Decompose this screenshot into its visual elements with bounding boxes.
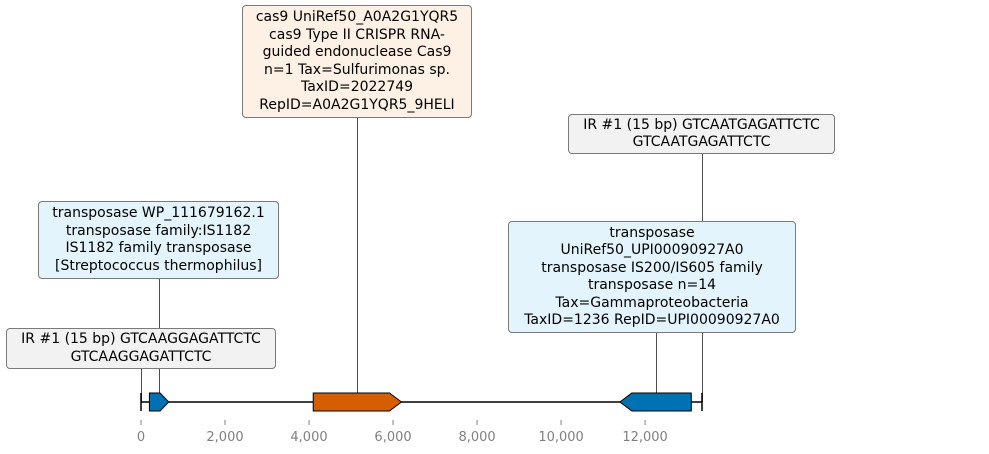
x-axis: 0 2,000 4,000 6,000 8,000 10,000 12,000 [137,420,668,445]
transposase-left-label-line: transposase family:IS1182 [65,222,252,239]
ir-right-label-line: IR #1 (15 bp) GTCAATGAGATTCTC [583,116,820,133]
transposase-right-label-line: TaxID=1236 RepID=UPI00090927A0 [524,312,780,328]
cas9-label-line: cas9 UniRef50_A0A2G1YQR5 [255,9,459,25]
feature-arrow-cas9 [312,392,403,412]
inverted-repeat-left-label: IR #1 (15 bp) GTCAAGGAGATTCTC GTCAAGGAGA… [6,328,276,369]
cas9-label-line: RepID=A0A2G1YQR5_9HELI [259,96,455,113]
cas9-label-line: guided endonuclease Cas9 [262,44,452,60]
transposase-left-label-line: [Streptococcus thermophilus] [55,257,262,274]
feature-arrow-transposase-large [619,392,692,412]
transposase-left-label-line: transposase WP_111679162.1 [52,205,265,221]
cas9-label-line: cas9 Type II CRISPR RNA- [269,26,445,43]
x-tick-label: 6,000 [374,430,411,445]
ir-left-label-line: IR #1 (15 bp) GTCAAGGAGATTCTC [21,331,261,347]
inverted-repeat-right-label: IR #1 (15 bp) GTCAATGAGATTCTC GTCAATGAGA… [568,114,835,154]
ir-left-label-line: GTCAAGGAGATTCTC [70,348,212,365]
x-tick-label: 8,000 [458,430,495,445]
x-tick-label: 0 [137,430,145,445]
transposase-right-label-line: UniRef50_UPI00090927A0 [560,242,744,258]
transposase-right-label-line: transposase [609,224,695,241]
transposase-right-label-line: transposase n=14 [587,277,717,293]
transposase-left-label-line: IS1182 family transposase [65,240,252,256]
cas9-label-line: n=1 Tax=Sulfurimonas sp. [264,61,450,78]
genome-track [140,392,703,412]
transposase-right-label-line: transposase IS200/IS605 family [541,259,763,276]
feature-arrow-transposase-small [148,392,170,412]
transposase-left-annotation-label: transposase WP_111679162.1 transposase f… [38,201,279,279]
x-tick-label: 12,000 [622,430,668,445]
x-tick-label: 2,000 [206,430,243,445]
x-tick-label: 4,000 [290,430,327,445]
ir-right-label-line: GTCAATGAGATTCTC [632,134,771,150]
transposase-right-annotation-label: transposase UniRef50_UPI00090927A0 trans… [508,221,796,333]
cas9-label-line: TaxID=2022749 [300,79,414,95]
cas9-annotation-label: cas9 UniRef50_A0A2G1YQR5 cas9 Type II CR… [242,5,472,118]
transposase-right-label-line: Tax=Gammaproteobacteria [555,294,749,311]
x-tick-label: 10,000 [538,430,584,445]
